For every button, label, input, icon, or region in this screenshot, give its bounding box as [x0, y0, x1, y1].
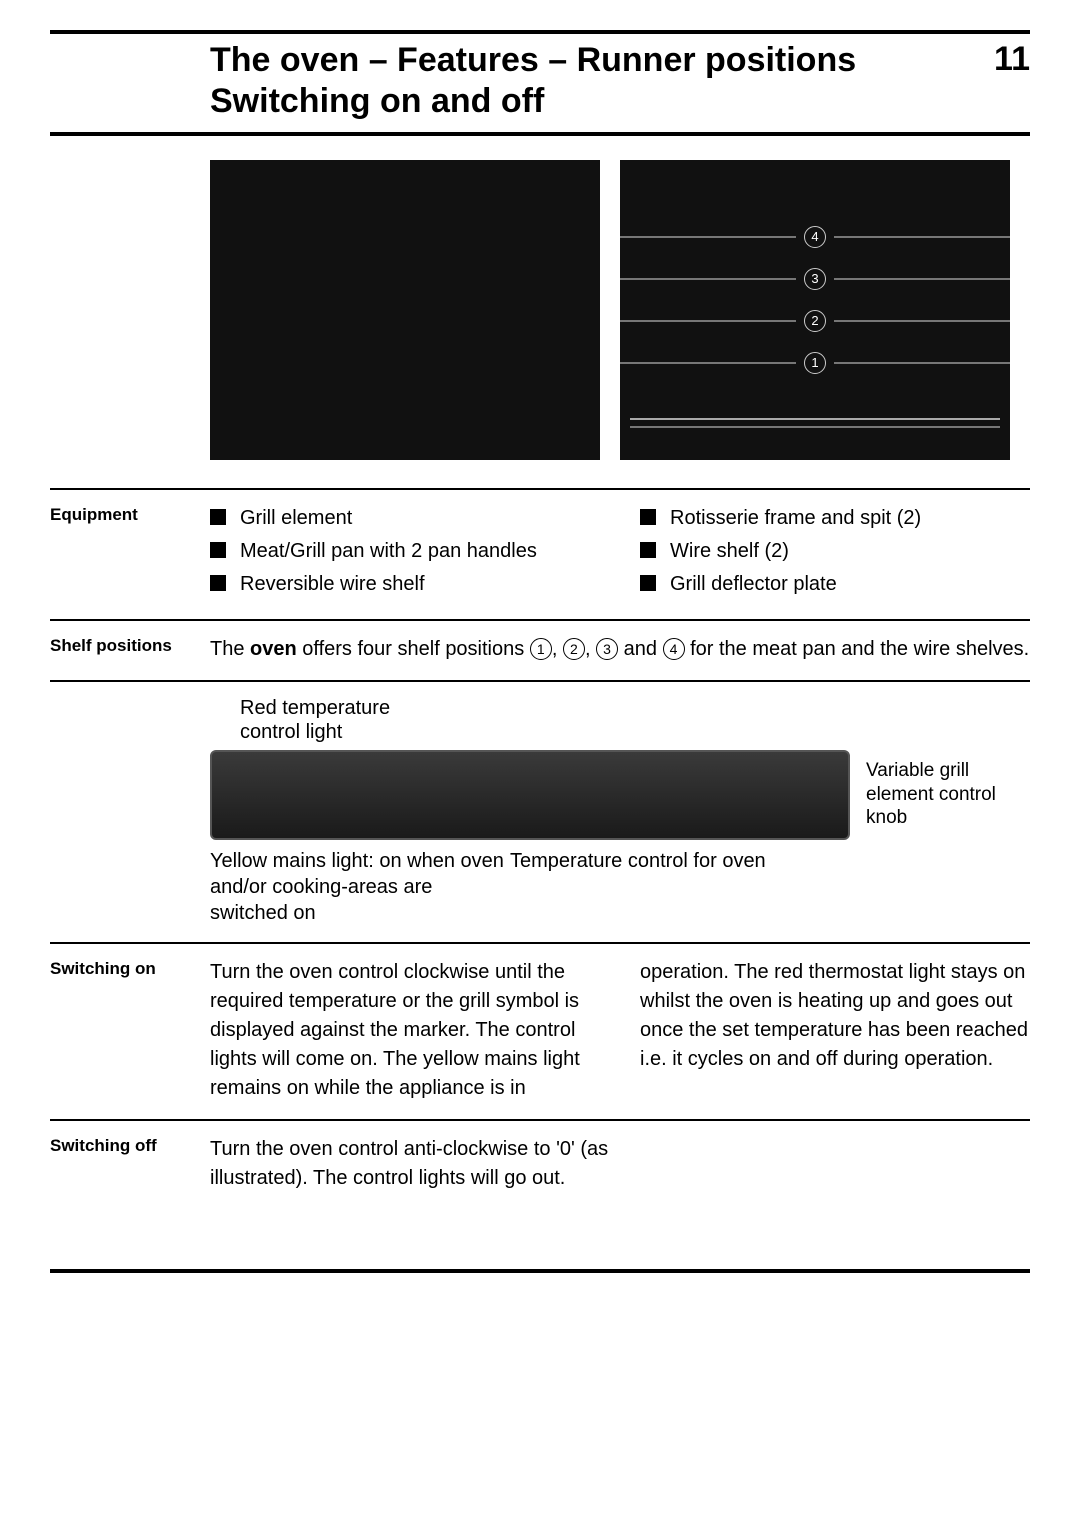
- list-item: Wire shelf (2): [640, 537, 1030, 566]
- bullet-icon: [210, 575, 226, 591]
- equipment-item: Wire shelf (2): [670, 537, 789, 566]
- pos-2-icon: 2: [563, 638, 585, 660]
- list-item: Reversible wire shelf: [210, 570, 600, 599]
- page-header: The oven – Features – Runner positions S…: [50, 40, 1030, 136]
- bullet-icon: [210, 509, 226, 525]
- switch-on-col1: Turn the oven control clockwise until th…: [210, 958, 600, 1103]
- switch-off-text: Turn the oven control anti-clockwise to …: [210, 1135, 670, 1193]
- title-line1: The oven – Features – Runner positions: [210, 41, 856, 79]
- switch-on-col2: operation. The red thermostat light stay…: [640, 958, 1030, 1103]
- page-number: 11: [994, 40, 1030, 79]
- list-item: Meat/Grill pan with 2 pan handles: [210, 537, 600, 566]
- pos-1-icon: 1: [530, 638, 552, 660]
- equipment-item: Grill deflector plate: [670, 570, 837, 599]
- top-rule: [50, 30, 1030, 34]
- shelf-label: Shelf positions: [50, 635, 210, 664]
- equipment-section: Equipment Grill element Meat/Grill pan w…: [50, 488, 1030, 619]
- shelf-t1: The: [210, 638, 250, 660]
- equipment-item: Rotisserie frame and spit (2): [670, 504, 921, 533]
- equipment-item: Meat/Grill pan with 2 pan handles: [240, 537, 537, 566]
- figure-row: 4 3 2 1: [210, 160, 1030, 460]
- switching-off-section: Switching off Turn the oven control anti…: [50, 1119, 1030, 1209]
- grill-knob-label: Variable grill element control knob: [866, 759, 1006, 830]
- bullet-icon: [640, 575, 656, 591]
- runner-label-1: 1: [804, 352, 826, 374]
- equipment-label: Equipment: [50, 504, 210, 603]
- equipment-list-right: Rotisserie frame and spit (2) Wire shelf…: [640, 504, 1030, 599]
- page-title: The oven – Features – Runner positions S…: [50, 40, 856, 122]
- switching-off-label: Switching off: [50, 1135, 210, 1193]
- bullet-icon: [210, 542, 226, 558]
- pos-4-icon: 4: [663, 638, 685, 660]
- switching-on-section: Switching on Turn the oven control clock…: [50, 942, 1030, 1119]
- shelf-text: The oven offers four shelf positions 1, …: [210, 635, 1030, 664]
- equipment-list-left: Grill element Meat/Grill pan with 2 pan …: [210, 504, 600, 599]
- control-panel-section: Red temperature control light Variable g…: [50, 680, 1030, 942]
- panel-empty-label: [50, 696, 210, 926]
- equipment-item: Reversible wire shelf: [240, 570, 425, 599]
- equipment-item: Grill element: [240, 504, 352, 533]
- oven-interior-photo: [210, 160, 600, 460]
- list-item: Grill deflector plate: [640, 570, 1030, 599]
- control-panel-photo: [210, 750, 850, 840]
- list-item: Grill element: [210, 504, 600, 533]
- pos-3-icon: 3: [596, 638, 618, 660]
- shelf-bold: oven: [250, 638, 297, 660]
- runner-label-4: 4: [804, 226, 826, 248]
- title-line2: Switching on and off: [210, 82, 544, 120]
- runner-label-2: 2: [804, 310, 826, 332]
- shelf-section: Shelf positions The oven offers four she…: [50, 619, 1030, 680]
- temp-control-label: Temperature control for oven: [510, 848, 770, 926]
- runner-position-diagram: 4 3 2 1: [620, 160, 1010, 460]
- bullet-icon: [640, 509, 656, 525]
- shelf-t2: offers four shelf positions: [297, 638, 530, 660]
- oven-floor-line2: [630, 426, 1000, 428]
- shelf-t3: for the meat pan and the wire shelves.: [685, 638, 1030, 660]
- bottom-rule: [50, 1269, 1030, 1273]
- bullet-icon: [640, 542, 656, 558]
- oven-floor-line: [630, 418, 1000, 420]
- red-light-label: Red temperature control light: [240, 696, 1030, 744]
- list-item: Rotisserie frame and spit (2): [640, 504, 1030, 533]
- runner-label-3: 3: [804, 268, 826, 290]
- yellow-light-label: Yellow mains light: on when oven and/or …: [210, 848, 510, 926]
- switching-on-label: Switching on: [50, 958, 210, 1103]
